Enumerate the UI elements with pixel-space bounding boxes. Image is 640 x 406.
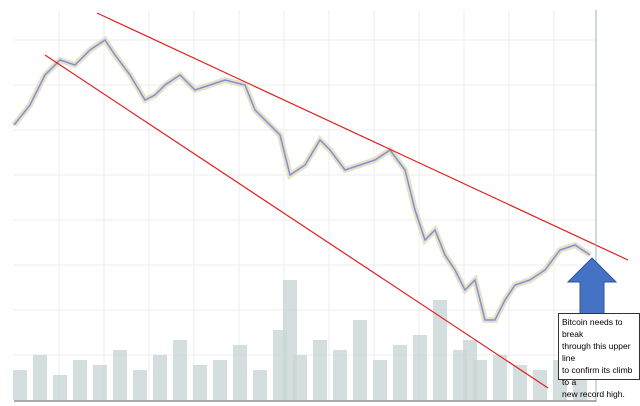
volume-bar — [413, 335, 427, 400]
annotation: Bitcoin needs to break through this upper… — [558, 313, 640, 399]
volume-bar — [393, 345, 407, 400]
volume-bar — [333, 350, 347, 400]
arrow — [566, 257, 618, 315]
trendline — [96, 12, 629, 261]
annotation-line: through this upper line — [562, 341, 631, 363]
volume-bar — [353, 320, 367, 400]
volume-bar — [173, 340, 187, 400]
volume-bar — [493, 355, 507, 400]
volume-bar — [433, 300, 447, 400]
volume-bar — [13, 370, 27, 400]
volume-bar — [313, 340, 327, 400]
volume-bar — [93, 365, 107, 400]
volume-bar — [113, 350, 127, 400]
volume-bar — [513, 365, 527, 400]
trendline — [44, 54, 549, 389]
annotation-line: Bitcoin needs to break — [562, 317, 623, 339]
volume-bar — [213, 360, 227, 400]
volume-bar — [153, 355, 167, 400]
volume-bar — [133, 370, 147, 400]
volume-bar — [533, 370, 547, 400]
volume-bar — [233, 345, 247, 400]
annotation-line: to confirm its climb to a — [562, 365, 633, 387]
volume-bar — [53, 375, 67, 400]
volume-bar — [473, 360, 487, 400]
volume-bar — [253, 370, 267, 400]
price-shadow — [11, 35, 592, 323]
volume-bar — [193, 365, 207, 400]
volume-bar — [33, 355, 47, 400]
price-line — [13, 38, 591, 321]
annotation-line: new record high. — [562, 389, 625, 399]
volume-bar — [73, 360, 87, 400]
volume-bar — [293, 355, 307, 400]
volume-bar — [373, 360, 387, 400]
